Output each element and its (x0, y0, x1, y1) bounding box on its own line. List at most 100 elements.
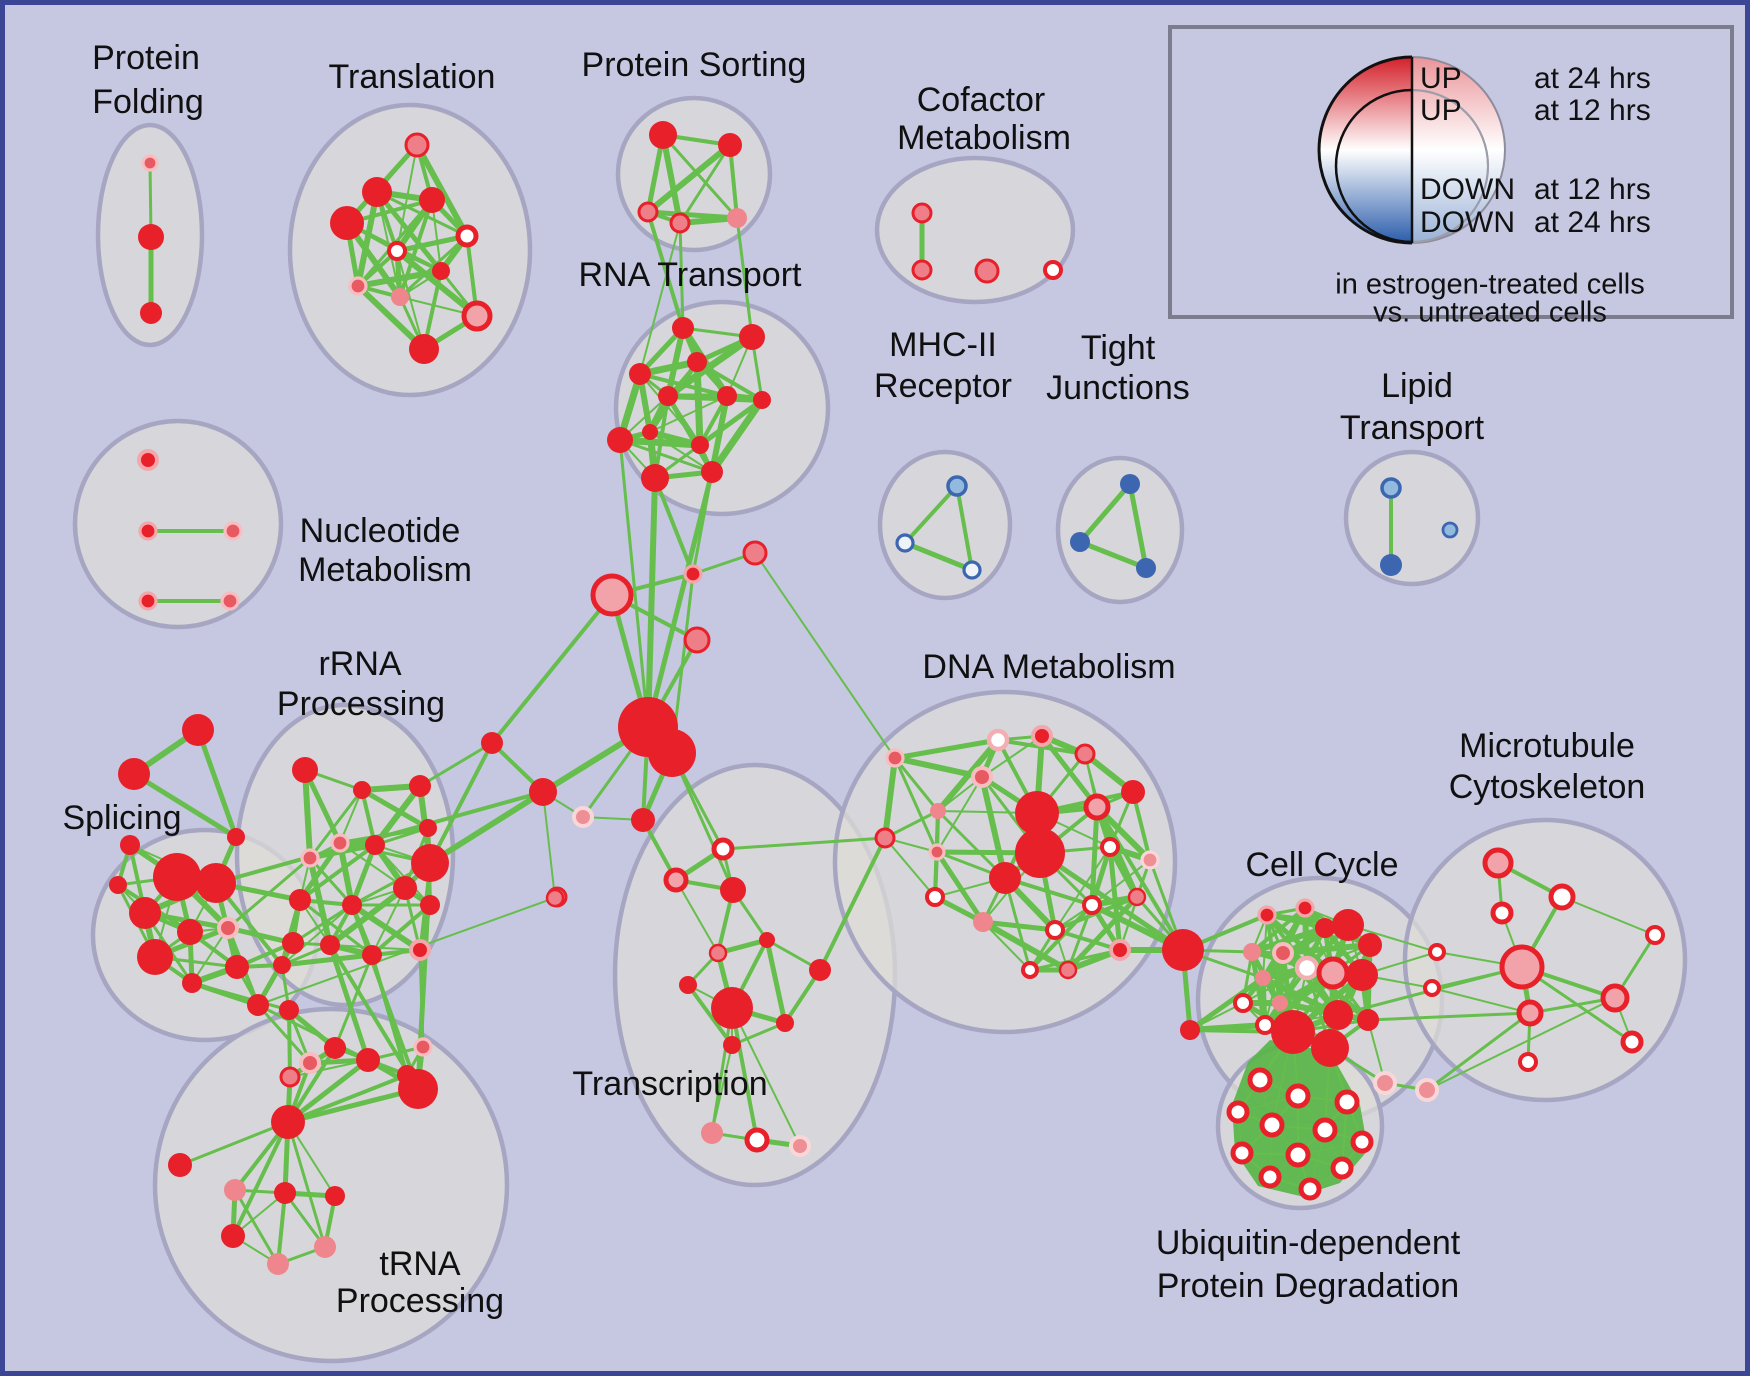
network-node-tl-6 (432, 262, 450, 280)
network-edge (428, 741, 494, 865)
network-edge (256, 1003, 370, 1062)
network-node-splicing-8 (120, 835, 140, 855)
network-edge (308, 856, 354, 907)
nodes-layer (109, 121, 1665, 1275)
network-node-ub-0 (1247, 1067, 1273, 1093)
network-node-tl-9 (461, 300, 493, 332)
network-edge (281, 904, 353, 966)
cluster-label-ps-line0: Protein Sorting (582, 46, 807, 84)
network-edge (374, 844, 431, 906)
cluster-label-lp-line1: Transport (1340, 409, 1485, 447)
network-node-nm-1 (138, 521, 158, 541)
network-edge (1250, 906, 1307, 954)
legend-caption-line1: vs. untreated cells (1373, 297, 1607, 329)
legend-box (1168, 25, 1734, 319)
legend-row-time-0: at 24 hrs (1534, 62, 1651, 95)
network-node-trna-10 (224, 1179, 246, 1201)
network-node-cc-15 (1357, 1009, 1379, 1031)
network-node-dna-2 (1074, 743, 1096, 765)
cluster-label-pf-line0: Protein (92, 39, 200, 77)
network-edge (1053, 928, 1122, 952)
network-edge (1264, 952, 1284, 1026)
network-edge (735, 216, 754, 339)
network-edge (418, 948, 425, 1049)
network-edge (279, 952, 375, 968)
network-edge (233, 1188, 280, 1266)
network-node-tl-5 (387, 241, 407, 261)
network-edge (1028, 948, 1122, 972)
network-edge (711, 1044, 733, 1134)
network-node-splicing-7 (182, 973, 202, 993)
network-edge (1077, 481, 1133, 545)
network-node-dna-22 (1162, 929, 1204, 971)
network-edge (982, 921, 1031, 971)
network-node-pb-0 (1373, 1071, 1397, 1095)
network-node-mt-5 (1423, 979, 1441, 997)
network-node-rt-3 (629, 363, 651, 385)
network-node-rt-1 (739, 324, 765, 350)
network-node-g-0 (481, 732, 503, 754)
network-edge (710, 1006, 734, 1135)
cluster-label-pf-line1: Folding (92, 83, 204, 121)
network-edge (286, 1073, 409, 1124)
network-node-mhc-0 (946, 475, 968, 497)
network-edge (764, 937, 788, 1026)
legend-row-direction-0: UP (1420, 62, 1462, 95)
network-node-mt-2 (1490, 901, 1514, 925)
network-edge (257, 896, 558, 1006)
network-node-tj-2 (1136, 558, 1156, 578)
network-node-cc-9 (1346, 959, 1378, 991)
network-node-tx-7 (679, 976, 697, 994)
network-edge (645, 469, 715, 730)
network-node-dna-15 (973, 912, 993, 932)
network-edge (490, 593, 614, 745)
network-node-trna-13 (221, 1224, 245, 1248)
network-node-cc-5 (1243, 943, 1261, 961)
network-node-g-2 (572, 806, 594, 828)
cluster-shape-cf (874, 155, 1076, 305)
network-edge (1431, 987, 1531, 1014)
network-edge (302, 767, 313, 861)
network-node-trna-15 (267, 1253, 289, 1275)
network-edge (675, 879, 719, 954)
network-node-rrna-13 (409, 939, 431, 961)
network-node-tri-0 (182, 714, 214, 746)
cluster-label-nm-line0: Nucleotide (300, 512, 461, 550)
network-node-mt-3 (1499, 944, 1545, 990)
network-node-ps-4 (727, 208, 747, 228)
network-edge (731, 1007, 801, 1147)
network-edge (355, 283, 427, 352)
network-node-rrna-3 (330, 833, 350, 853)
network-node-rt-4 (658, 386, 678, 406)
network-edge (327, 942, 371, 1063)
network-node-splicing-0 (153, 853, 201, 901)
network-node-rrna-5 (365, 835, 385, 855)
network-node-tl-2 (419, 187, 445, 213)
network-node-g-3 (545, 888, 565, 908)
network-edge (955, 484, 974, 572)
network-node-dna-5 (1121, 780, 1145, 804)
network-node-trna-0 (413, 1037, 433, 1057)
network-node-mhc-2 (962, 560, 982, 580)
cluster-shape-nm (72, 418, 284, 630)
cluster-label-mhc-line0: MHC-II (889, 326, 997, 364)
network-node-trna-4 (324, 1037, 346, 1059)
network-edge (618, 438, 650, 729)
network-edge (980, 919, 1058, 933)
cluster-label-dna-line0: DNA Metabolism (922, 648, 1175, 686)
network-node-trna-9 (168, 1153, 192, 1177)
network-node-tx-5 (759, 932, 775, 948)
network-node-cc-3 (1332, 909, 1364, 941)
network-node-trna-14 (314, 1236, 336, 1258)
network-node-mt-1 (1548, 883, 1576, 911)
network-edge (289, 1059, 369, 1078)
network-node-ub-4 (1259, 1112, 1285, 1138)
cluster-shape-mt (1402, 817, 1688, 1103)
network-node-ub-7 (1230, 1141, 1254, 1165)
legend-glyph-inner-left-arc (1334, 88, 1413, 244)
network-node-tx-9 (711, 987, 753, 1029)
network-edge (350, 903, 420, 1091)
network-node-tx-4 (720, 877, 746, 903)
network-node-trna-12 (325, 1186, 345, 1206)
